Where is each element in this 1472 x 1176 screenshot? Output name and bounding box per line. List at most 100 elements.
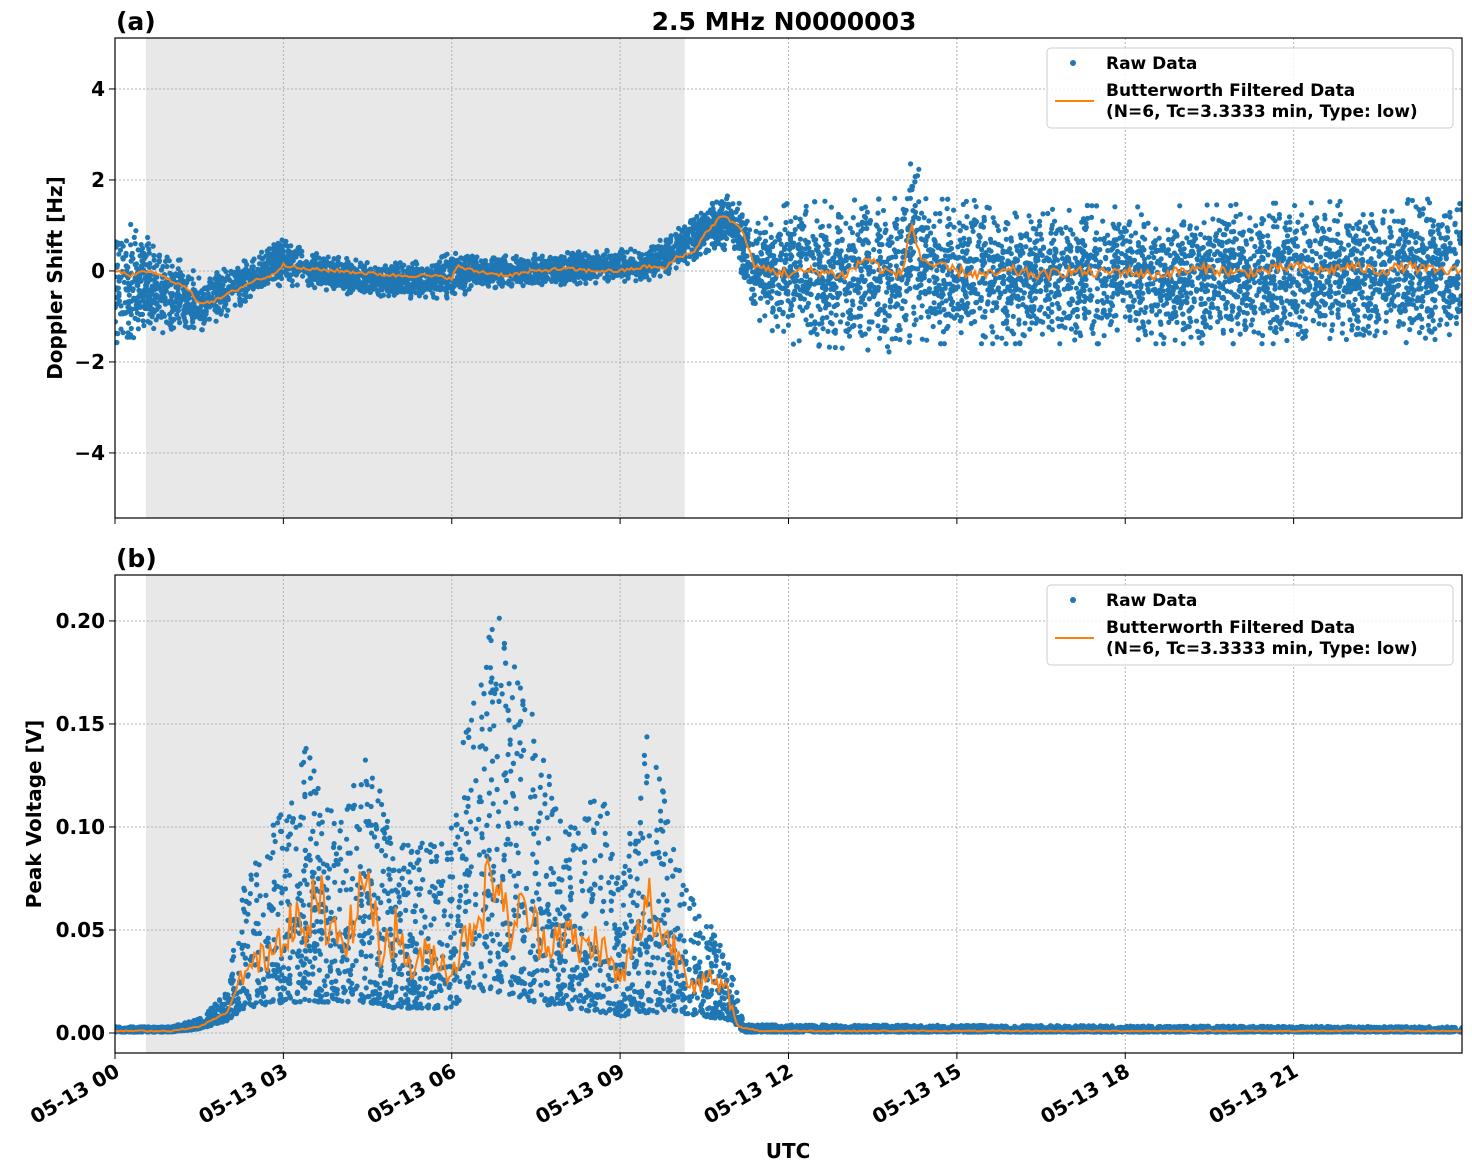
raw-data-point [1429, 283, 1434, 288]
raw-data-point [990, 308, 995, 313]
raw-data-point [964, 199, 969, 204]
raw-data-point [1381, 260, 1386, 265]
raw-data-point [1360, 259, 1365, 264]
raw-data-point [290, 283, 295, 288]
raw-data-point [788, 256, 793, 261]
raw-data-point [1202, 220, 1207, 225]
raw-data-point [735, 230, 740, 235]
raw-data-point [1393, 277, 1398, 282]
raw-data-point [1133, 284, 1138, 289]
raw-data-point [233, 303, 238, 308]
raw-data-point [918, 282, 923, 287]
raw-data-point [1040, 211, 1045, 216]
raw-data-point [1142, 329, 1147, 334]
raw-data-point [1383, 330, 1388, 335]
raw-data-point [877, 249, 882, 254]
raw-data-point [775, 324, 780, 329]
raw-data-point [1225, 300, 1230, 305]
raw-data-point [116, 252, 121, 257]
raw-data-point [1356, 238, 1361, 243]
raw-data-point [1335, 312, 1340, 317]
raw-data-point [783, 258, 788, 263]
raw-data-point [1458, 293, 1463, 298]
raw-data-point [773, 314, 778, 319]
raw-data-point [1273, 218, 1278, 223]
raw-data-point [1092, 248, 1097, 253]
raw-data-point [1133, 318, 1138, 323]
raw-data-point [863, 237, 868, 242]
raw-data-point [786, 323, 791, 328]
raw-data-point [848, 226, 853, 231]
raw-data-point [1205, 202, 1210, 207]
raw-data-point [1236, 312, 1241, 317]
raw-data-point [1000, 250, 1005, 255]
raw-data-point [1185, 295, 1190, 300]
raw-data-point [1382, 239, 1387, 244]
raw-data-point [1346, 243, 1351, 248]
raw-data-point [1268, 325, 1273, 330]
raw-data-point [840, 312, 845, 317]
raw-data-point [118, 303, 123, 308]
raw-data-point [116, 293, 121, 298]
raw-data-point [1157, 236, 1162, 241]
raw-data-point [1245, 311, 1250, 316]
raw-data-point [1061, 310, 1066, 315]
raw-data-point [1039, 237, 1044, 242]
raw-data-point [947, 232, 952, 237]
raw-data-point [1304, 328, 1309, 333]
raw-data-point [1102, 333, 1107, 338]
raw-data-point [1295, 244, 1300, 249]
raw-data-point [1372, 333, 1377, 338]
raw-data-point [1400, 245, 1405, 250]
raw-data-point [1141, 222, 1146, 227]
raw-data-point [818, 307, 823, 312]
raw-data-point [1203, 308, 1208, 313]
raw-data-point [365, 260, 370, 265]
raw-data-point [1095, 286, 1100, 291]
raw-data-point [1336, 307, 1341, 312]
raw-data-point [444, 295, 449, 300]
raw-data-point [927, 278, 932, 283]
raw-data-point [995, 223, 1000, 228]
raw-data-point [1057, 263, 1062, 268]
raw-data-point [1391, 286, 1396, 291]
raw-data-point [754, 241, 759, 246]
raw-data-point [1363, 276, 1368, 281]
raw-data-point [1031, 307, 1036, 312]
raw-data-point [1328, 283, 1333, 288]
raw-data-point [1329, 328, 1334, 333]
raw-data-point [1341, 273, 1346, 278]
raw-data-point [1427, 200, 1432, 205]
raw-data-point [918, 315, 923, 320]
raw-data-point [176, 258, 181, 263]
raw-data-point [1408, 251, 1413, 256]
raw-data-point [1308, 241, 1313, 246]
raw-data-point [1136, 326, 1141, 331]
raw-data-point [455, 258, 460, 263]
raw-data-point [1447, 332, 1452, 337]
raw-data-point [1247, 215, 1252, 220]
raw-data-point [151, 253, 156, 258]
raw-data-point [1424, 218, 1429, 223]
raw-data-point [1259, 221, 1264, 226]
raw-data-point [903, 299, 908, 304]
raw-data-point [1238, 212, 1243, 217]
raw-data-point [170, 264, 175, 269]
raw-data-point [791, 342, 796, 347]
raw-data-point [1089, 203, 1094, 208]
raw-data-point [124, 238, 129, 243]
raw-data-point [946, 242, 951, 247]
raw-data-point [314, 251, 319, 256]
raw-data-point [821, 326, 826, 331]
raw-data-point [1432, 297, 1437, 302]
raw-data-point [933, 211, 938, 216]
raw-data-point [1303, 316, 1308, 321]
raw-data-point [201, 315, 206, 320]
raw-data-point [847, 334, 852, 339]
raw-data-point [136, 326, 141, 331]
raw-data-point [827, 223, 832, 228]
raw-data-point [781, 203, 786, 208]
raw-data-point [886, 349, 891, 354]
raw-data-point [913, 284, 918, 289]
raw-data-point [803, 317, 808, 322]
